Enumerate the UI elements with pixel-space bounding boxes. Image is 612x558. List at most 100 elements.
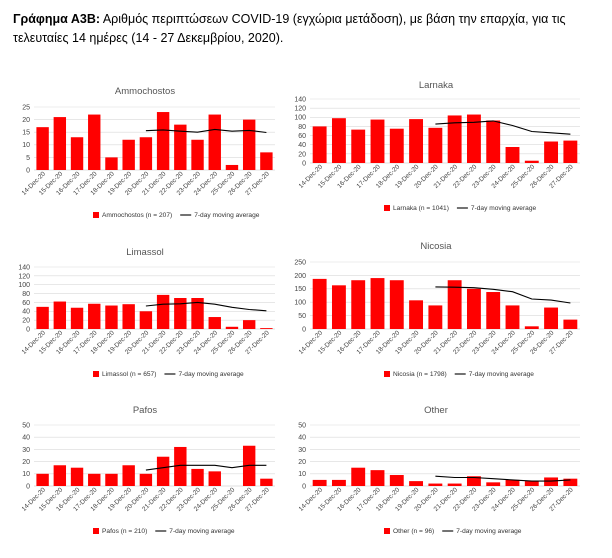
other-moving-average-line (435, 475, 571, 482)
ammochostos-bar (70, 137, 84, 170)
larnaka-y-tick-label: 20 (298, 151, 306, 158)
other-bar (524, 481, 539, 486)
other-y-tick-label: 0 (302, 483, 306, 490)
larnaka-y-tick-label: 60 (298, 133, 306, 140)
nicosia-bar (466, 288, 481, 329)
other-bar (331, 479, 346, 486)
ammochostos-bar (105, 157, 118, 170)
pafos-bar (174, 446, 187, 486)
ammochostos-bar (191, 139, 204, 170)
ammochostos-y-tick-label: 25 (22, 104, 30, 111)
other-bar (544, 477, 559, 486)
other-bar (505, 479, 520, 486)
other-bar (312, 479, 327, 486)
pafos-chart-title: Pafos (133, 405, 158, 416)
larnaka-bar (409, 119, 424, 163)
nicosia-bar (524, 326, 539, 329)
larnaka-bar (524, 160, 539, 163)
pafos-bar (242, 445, 256, 486)
larnaka-y-tick-label: 100 (294, 115, 306, 122)
ammochostos-y-tick-label: 0 (26, 167, 30, 174)
nicosia-legend-line-label: 7-day moving average (469, 371, 535, 378)
other-y-tick-label: 30 (298, 447, 306, 454)
pafos-bar (208, 471, 221, 486)
other-chart-title: Other (424, 405, 448, 416)
larnaka-bar (447, 115, 462, 163)
nicosia-bar (505, 305, 520, 329)
limassol-y-tick-label: 20 (22, 318, 30, 325)
ammochostos-bar (174, 124, 187, 170)
ammochostos-bar (88, 114, 101, 170)
limassol-y-tick-label: 80 (22, 291, 30, 298)
figure-header: Γράφημα Α3Β: Αριθμός περιπτώσεων COVID-1… (13, 10, 603, 48)
ammochostos-bar (208, 114, 221, 170)
larnaka-legend-line-label: 7-day moving average (471, 205, 537, 212)
limassol-bar (53, 301, 67, 329)
other-y-tick-label: 50 (298, 422, 306, 429)
pafos-y-tick-label: 50 (22, 422, 30, 429)
limassol-y-tick-label: 120 (18, 273, 30, 280)
pafos-bar (36, 473, 49, 486)
ammochostos-y-tick-label: 5 (26, 155, 30, 162)
larnaka-y-tick-label: 80 (298, 124, 306, 131)
limassol-y-tick-label: 100 (18, 282, 30, 289)
ammochostos-bar (242, 119, 256, 170)
limassol-bar (208, 317, 221, 329)
limassol-bar (156, 294, 170, 329)
larnaka-bar (486, 120, 501, 163)
larnaka-y-tick-label: 140 (294, 96, 306, 103)
pafos-bar (156, 456, 170, 486)
ammochostos-chart-title: Ammochostos (115, 86, 175, 97)
other-legend-line-label: 7-day moving average (456, 528, 522, 535)
pafos-y-tick-label: 20 (22, 459, 30, 466)
larnaka-bar (563, 140, 578, 163)
pafos-legend-bar-label: Pafos (n = 210) (102, 528, 147, 535)
pafos-bar (122, 465, 135, 486)
pafos-bar (53, 465, 67, 486)
other-bar (466, 476, 481, 486)
nicosia-y-tick-label: 200 (294, 273, 306, 280)
nicosia-bar (370, 278, 385, 329)
other-y-tick-label: 20 (298, 459, 306, 466)
nicosia-bar (312, 278, 327, 329)
ammochostos-bar (225, 164, 239, 170)
larnaka-bar (466, 114, 481, 163)
larnaka-bar (389, 128, 404, 163)
larnaka-bar (505, 147, 520, 163)
larnaka-legend-bar-label: Larnaka (n = 1041) (393, 205, 449, 212)
figure-caption: Αριθμός περιπτώσεων COVID-19 (εγχώρια με… (13, 12, 566, 45)
ammochostos-bar (156, 112, 170, 170)
other-y-tick-label: 10 (298, 471, 306, 478)
limassol-bar (242, 320, 256, 329)
other-bar (389, 475, 404, 486)
nicosia-bar (409, 300, 424, 329)
nicosia-bar (544, 307, 559, 329)
larnaka-y-tick-label: 40 (298, 142, 306, 149)
nicosia-legend-bar-label: Nicosia (n = 1798) (393, 371, 447, 378)
pafos-y-tick-label: 40 (22, 435, 30, 442)
pafos-bar (191, 468, 204, 486)
nicosia-y-tick-label: 150 (294, 286, 306, 293)
larnaka-legend-bar-swatch (384, 205, 390, 211)
limassol-bar (70, 307, 84, 329)
other-bar (409, 481, 424, 486)
larnaka-y-tick-label: 120 (294, 106, 306, 113)
ammochostos-legend-bar-swatch (93, 212, 99, 218)
limassol-bar (191, 298, 204, 329)
larnaka-bar (312, 126, 327, 163)
larnaka-bar (351, 129, 366, 163)
pafos-bar (139, 473, 153, 486)
larnaka-bar (544, 141, 559, 163)
limassol-y-tick-label: 40 (22, 309, 30, 316)
limassol-bar (174, 298, 187, 329)
limassol-bar (88, 303, 101, 329)
larnaka-bar (428, 127, 443, 163)
ammochostos-y-tick-label: 15 (22, 130, 30, 137)
larnaka-y-tick-label: 0 (302, 160, 306, 167)
pafos-bar (260, 478, 273, 486)
ammochostos-legend-line-label: 7-day moving average (194, 212, 260, 219)
larnaka-bar (370, 119, 385, 163)
other-bar (351, 467, 366, 486)
limassol-y-tick-label: 0 (26, 326, 30, 333)
other-legend-bar-swatch (384, 528, 390, 534)
